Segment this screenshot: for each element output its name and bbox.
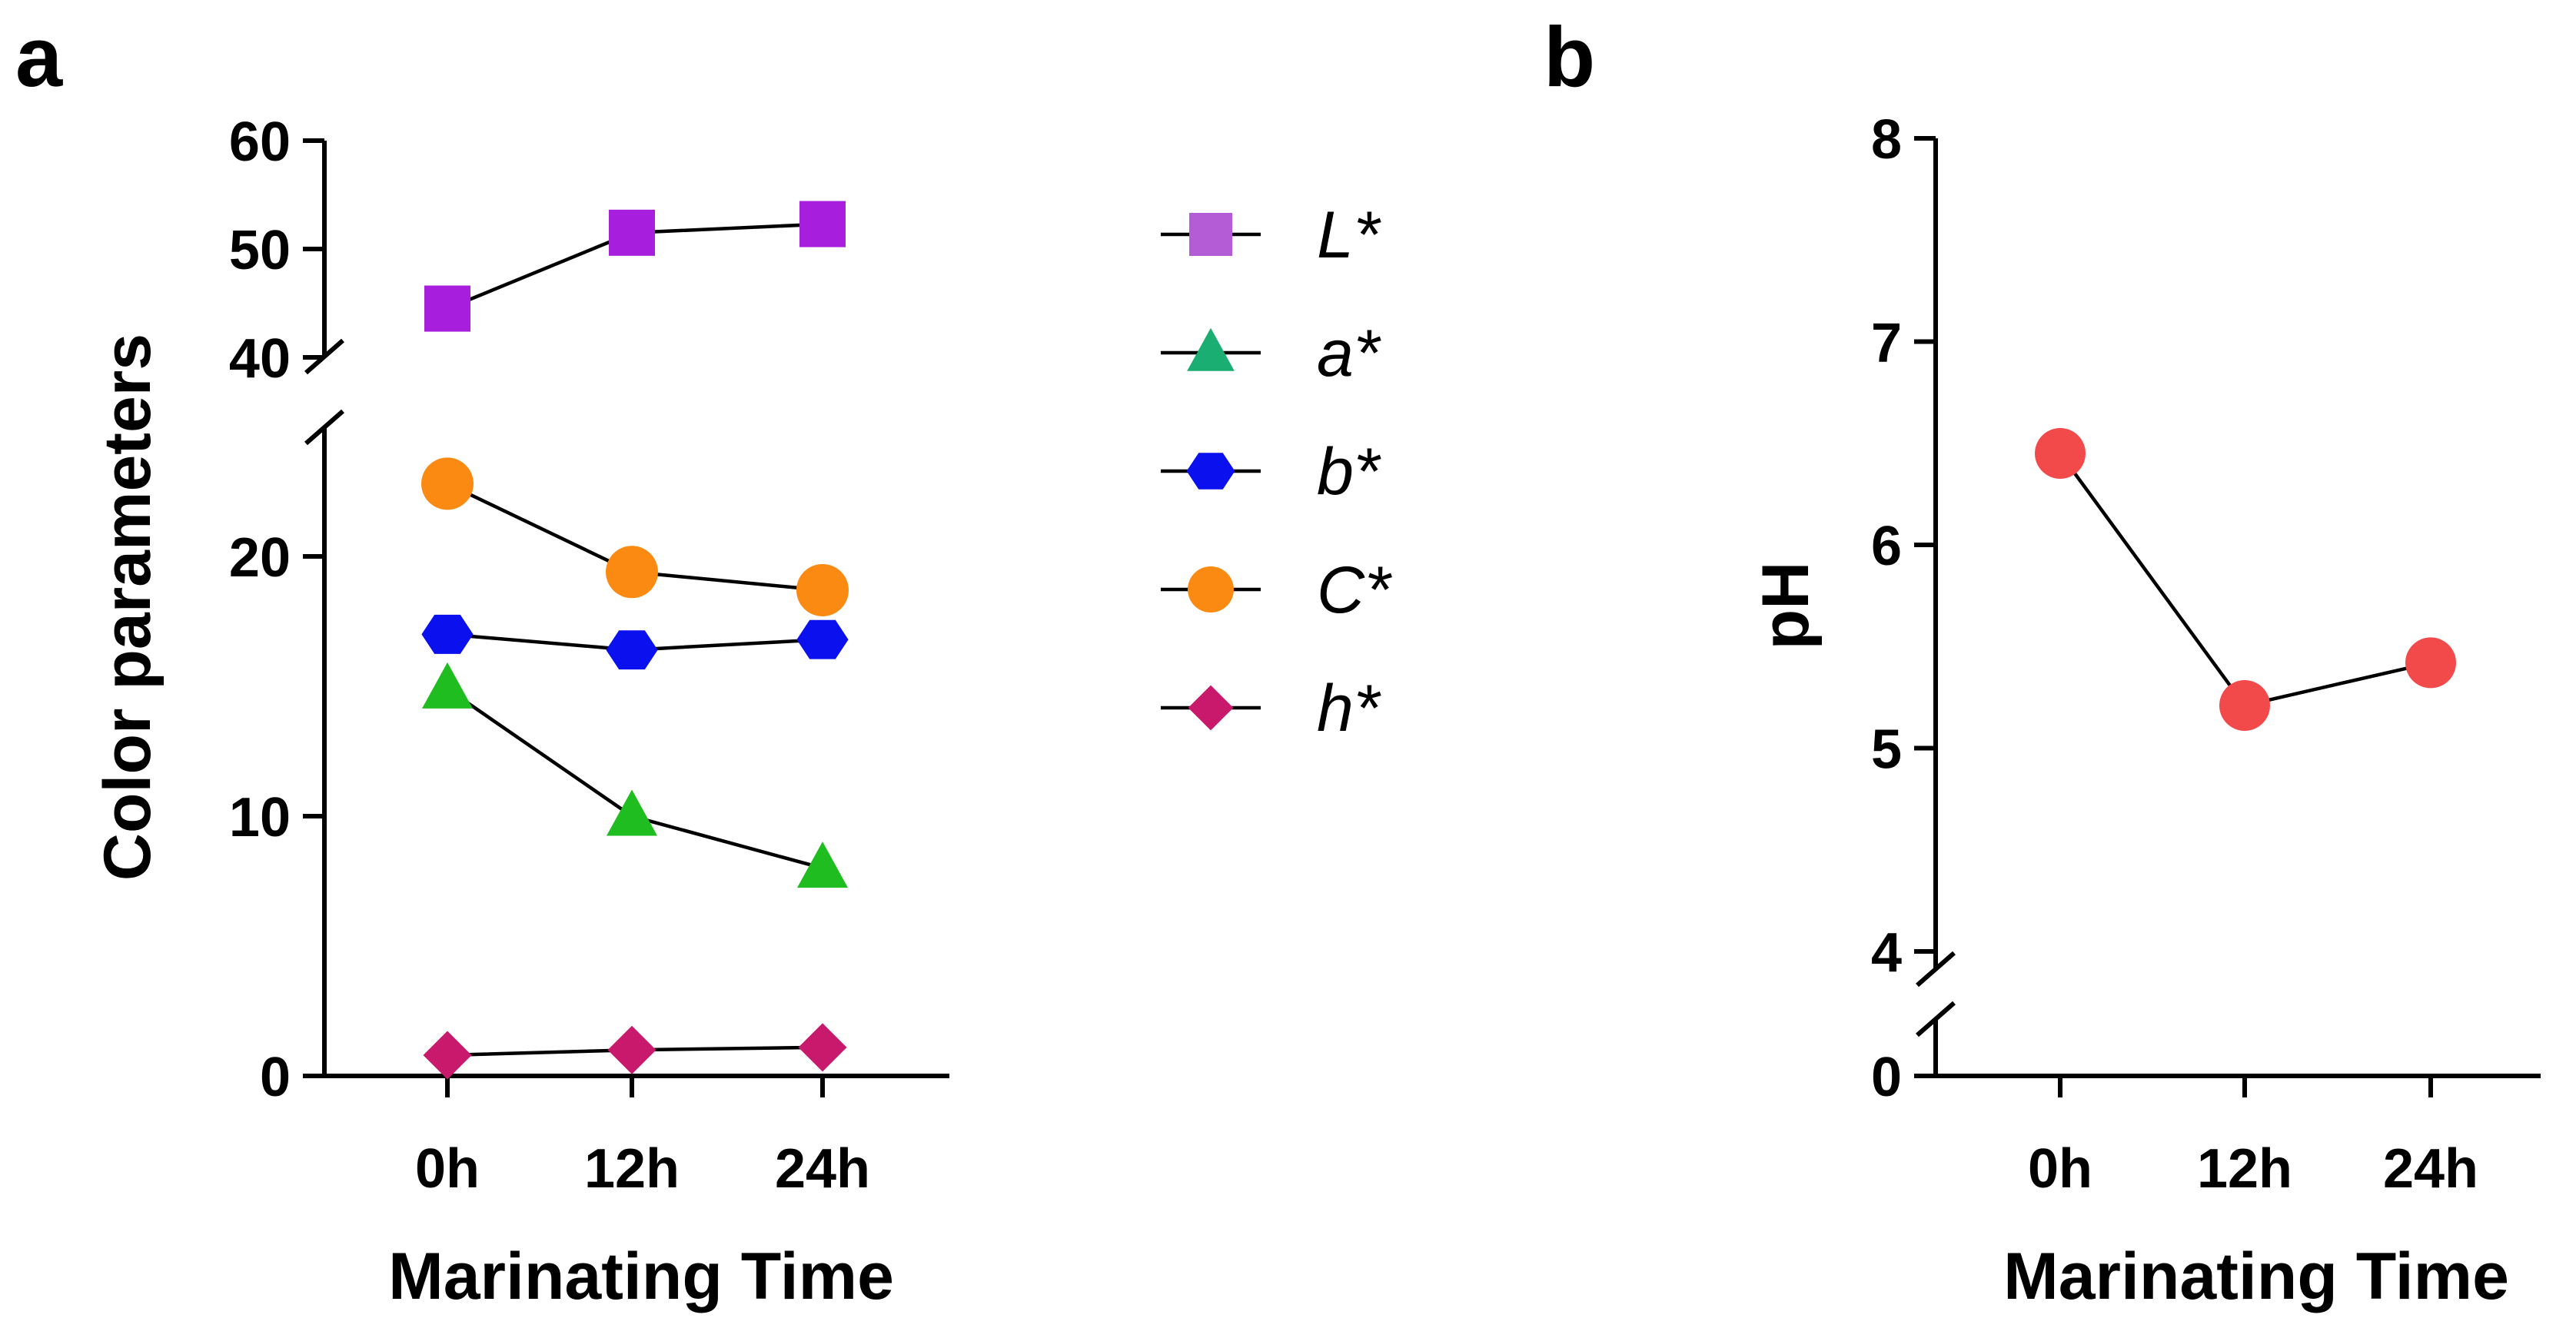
axes-a: 0 10 20 40 50 60 0h 12h 24h xyxy=(229,111,949,1200)
series-line-a xyxy=(446,687,823,870)
legend-label: L* xyxy=(1317,198,1381,272)
chart-a: a Color parameters Marinating Time 0 10 20… xyxy=(15,10,1392,1313)
data-point-pH xyxy=(2035,427,2086,479)
series-line-pH xyxy=(2059,452,2431,708)
axis-break-mark-a xyxy=(304,409,344,446)
y-tick-label-b: 7 xyxy=(1871,313,1902,374)
y-tick-label-a: 50 xyxy=(229,220,291,281)
data-point-L xyxy=(799,201,846,247)
data-point-C xyxy=(796,563,849,616)
legend-marker-L xyxy=(1189,213,1232,256)
legend-marker-a xyxy=(1187,327,1235,371)
y-tick-label-b: 6 xyxy=(1871,516,1902,577)
x-tick-label-b: 0h xyxy=(2028,1138,2092,1200)
legend-label: h* xyxy=(1317,672,1381,745)
y-tick-label-a: 0 xyxy=(260,1047,291,1108)
data-point-b xyxy=(606,630,658,670)
y-tick-label-a: 60 xyxy=(229,111,291,173)
legend-item-L: L* xyxy=(1161,198,1381,272)
data-point-h xyxy=(607,1025,656,1074)
data-point-h xyxy=(798,1023,847,1072)
data-point-a xyxy=(607,789,657,836)
legend-label: b* xyxy=(1317,435,1381,509)
axis-break-mark-b xyxy=(1916,951,1956,988)
legend-label: a* xyxy=(1317,317,1381,390)
data-point-a xyxy=(422,662,473,709)
markers-b xyxy=(2035,427,2456,731)
y-tick-label-b: 4 xyxy=(1871,922,1902,984)
data-point-pH xyxy=(2219,679,2270,731)
data-point-L xyxy=(609,209,655,256)
legend-item-b: b* xyxy=(1161,435,1381,509)
x-tick-label-a: 12h xyxy=(584,1138,680,1200)
data-point-b xyxy=(796,619,849,659)
x-tick-label-a: 0h xyxy=(415,1138,480,1200)
y-tick-label-a: 40 xyxy=(229,328,291,390)
legend-item-a: a* xyxy=(1161,317,1381,390)
x-axis-label-a: Marinating Time xyxy=(388,1240,894,1313)
legend-marker-b xyxy=(1186,453,1235,490)
y-tick-label-b: 5 xyxy=(1871,719,1902,781)
legend-marker-C xyxy=(1188,566,1234,613)
markers-a xyxy=(421,201,849,1080)
y-axis-label-b: pH xyxy=(1749,562,1823,650)
y-tick-label-a: 20 xyxy=(229,527,291,589)
x-axis-label-b: Marinating Time xyxy=(2003,1240,2509,1313)
data-point-C xyxy=(606,546,658,599)
chart-b: b pH Marinating Time 0 4 5 6 7 8 0h 12h 24h xyxy=(1544,10,2541,1313)
legend: L* a* b* C* h* xyxy=(1161,198,1392,745)
data-point-h xyxy=(423,1031,472,1080)
y-tick-label-b: 8 xyxy=(1871,109,1902,171)
data-point-b xyxy=(421,614,474,654)
axes-b: 0 4 5 6 7 8 0h 12h 24h xyxy=(1871,109,2541,1200)
panel-label-a: a xyxy=(15,10,63,105)
y-axis-label-a: Color parameters xyxy=(91,334,165,881)
x-tick-label-b: 24h xyxy=(2383,1138,2478,1200)
legend-item-C: C* xyxy=(1161,553,1392,627)
data-point-pH xyxy=(2405,637,2456,689)
data-point-L xyxy=(424,285,470,332)
y-tick-label-b: 0 xyxy=(1871,1047,1902,1108)
data-point-a xyxy=(797,842,848,888)
legend-item-h: h* xyxy=(1161,672,1381,745)
panel-label-b: b xyxy=(1544,10,1595,105)
x-tick-label-b: 12h xyxy=(2197,1138,2292,1200)
data-point-C xyxy=(421,457,474,510)
axis-break-mark-b xyxy=(1916,1001,1956,1038)
legend-label: C* xyxy=(1317,553,1392,627)
series-lines-b xyxy=(2059,452,2431,708)
legend-marker-h xyxy=(1188,685,1234,731)
x-tick-label-a: 24h xyxy=(775,1138,870,1200)
y-tick-label-a: 10 xyxy=(229,787,291,848)
